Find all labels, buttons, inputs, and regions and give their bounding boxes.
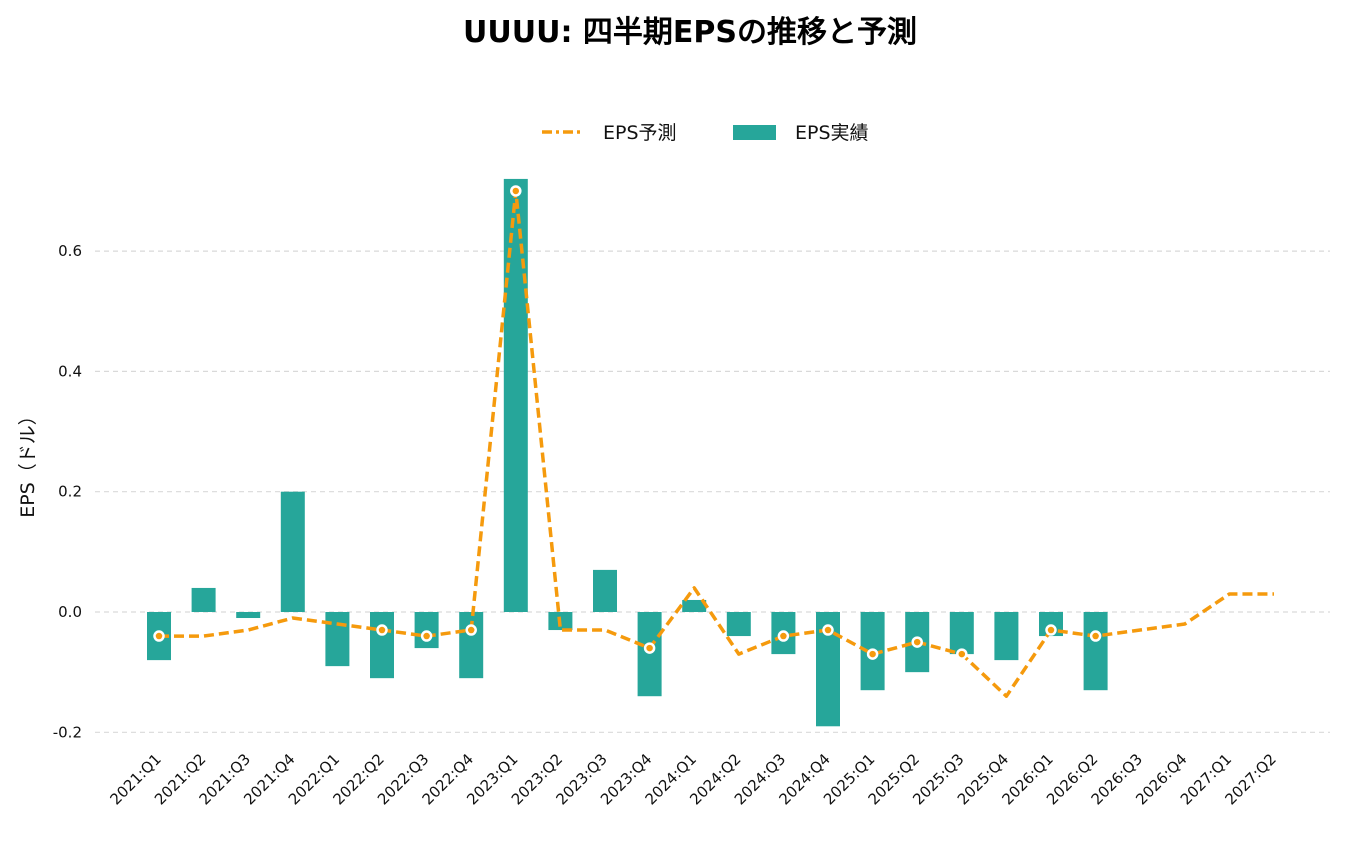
legend-actual-label: EPS実績 (795, 122, 869, 144)
bar (370, 612, 394, 679)
forecast-point (153, 630, 165, 642)
y-axis-label: EPS（ドル） (17, 406, 39, 518)
bars (147, 178, 1108, 727)
bar (949, 612, 974, 655)
grid (95, 250, 1330, 733)
bar (325, 612, 350, 667)
legend-forecast-label: EPS予測 (603, 122, 677, 144)
bar (191, 587, 216, 612)
forecast-point (866, 648, 879, 660)
forecast-point (376, 624, 388, 636)
bar (682, 599, 707, 612)
forecast-point (510, 185, 522, 197)
x-ticks: 2021:Q12021:Q22021:Q32021:Q42022:Q12022:… (106, 750, 1279, 808)
bar (593, 569, 617, 612)
forecast-point (465, 624, 477, 636)
y-ticks: -0.2 0.0 0.2 0.4 0.6 (53, 242, 82, 741)
bar (503, 178, 528, 613)
bar (236, 612, 261, 619)
forecast-line-group (153, 185, 1274, 698)
forecast-point (420, 630, 433, 642)
y-tick-label: -0.2 (53, 723, 82, 741)
bar (637, 612, 662, 697)
y-tick-label: 0.2 (58, 483, 82, 501)
bar (280, 491, 305, 612)
y-tick-label: 0.6 (58, 242, 82, 260)
forecast-point (822, 624, 834, 636)
bar (726, 612, 751, 637)
forecast-point (777, 630, 790, 642)
forecast-point (911, 636, 923, 648)
bar (414, 612, 439, 649)
y-tick-label: 0.4 (58, 362, 82, 380)
legend-actual-swatch (733, 125, 776, 140)
forecast-point (1045, 624, 1057, 636)
chart-title: UUUU: 四半期EPSの推移と予測 (463, 15, 917, 50)
legend: EPS予測 EPS実績 (542, 122, 869, 144)
forecast-point (956, 648, 968, 660)
forecast-point (643, 642, 656, 654)
forecast-point (1089, 630, 1102, 642)
y-tick-label: 0.0 (58, 603, 82, 621)
bar (994, 612, 1019, 661)
bar (1083, 612, 1108, 691)
